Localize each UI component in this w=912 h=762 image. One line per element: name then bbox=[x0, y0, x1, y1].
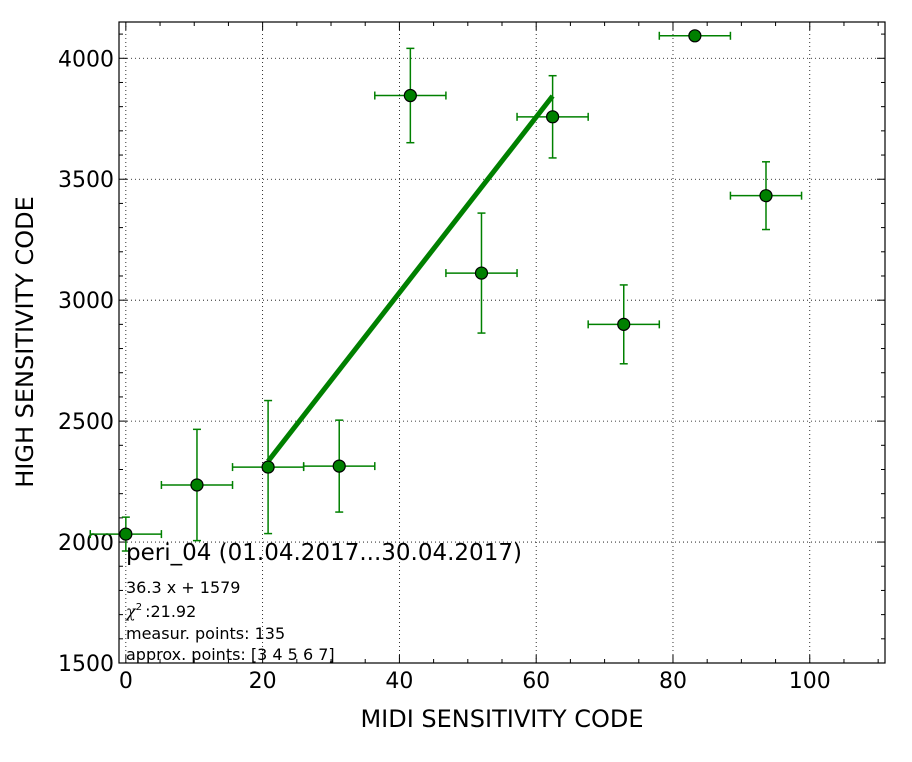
data-point-group bbox=[160, 428, 234, 542]
y-tick-label: 3000 bbox=[58, 289, 114, 314]
x-tick-label: 80 bbox=[659, 669, 687, 694]
y-tick-label: 4000 bbox=[58, 47, 114, 72]
data-point-group bbox=[729, 161, 803, 231]
y-tick-label: 2000 bbox=[58, 531, 114, 556]
data-point-group bbox=[658, 29, 732, 43]
grid bbox=[119, 22, 885, 664]
data-point bbox=[688, 29, 702, 43]
data-point-group bbox=[587, 284, 661, 365]
chi-symbol: χ bbox=[125, 602, 137, 621]
data-point-group bbox=[445, 212, 518, 334]
data-point-group bbox=[89, 516, 163, 552]
plot-background bbox=[119, 22, 885, 663]
y-tick-label: 2500 bbox=[58, 410, 114, 435]
x-tick-label: 100 bbox=[789, 669, 831, 694]
data-point bbox=[546, 110, 560, 124]
fit-line bbox=[266, 94, 555, 463]
data-point bbox=[617, 317, 631, 331]
data-point bbox=[332, 459, 346, 473]
y-tick-label: 3500 bbox=[58, 168, 114, 193]
chi-value: :21.92 bbox=[145, 602, 196, 621]
plot-frame bbox=[118, 21, 886, 664]
chi-power: 2 bbox=[136, 602, 142, 613]
data-point bbox=[119, 527, 133, 541]
data-point-group bbox=[302, 419, 376, 513]
x-tick-label: 0 bbox=[119, 669, 133, 694]
ticks: 0 20 40 60 80 100 1500 2000 2500 3000 3500 4000 bbox=[58, 22, 885, 694]
data-points bbox=[89, 29, 803, 552]
y-axis-label: HIGH SENSITIVITY CODE bbox=[11, 196, 39, 488]
data-point bbox=[474, 266, 489, 280]
measured-points-annotation: measur. points: 135 bbox=[126, 624, 285, 643]
x-tick-label: 20 bbox=[249, 669, 277, 694]
data-point-group bbox=[516, 74, 589, 159]
fit-equation: 36.3 x + 1579 bbox=[126, 578, 240, 597]
data-point bbox=[190, 478, 204, 492]
data-point-group bbox=[231, 399, 305, 535]
chart-title: peri_04 (01.04.2017...30.04.2017) bbox=[126, 540, 522, 566]
data-point bbox=[261, 460, 275, 474]
data-point bbox=[759, 189, 773, 203]
x-axis-label: MIDI SENSITIVITY CODE bbox=[360, 705, 643, 733]
data-point bbox=[403, 88, 417, 103]
x-tick-label: 40 bbox=[385, 669, 413, 694]
y-tick-label: 1500 bbox=[58, 652, 114, 677]
x-tick-label: 60 bbox=[522, 669, 550, 694]
chi-square-annotation: χ2:21.92 bbox=[125, 602, 196, 621]
data-point-group bbox=[374, 47, 447, 144]
approx-points-annotation: approx. points: [3 4 5 6 7] bbox=[126, 645, 335, 664]
fit-line-group bbox=[266, 94, 555, 463]
